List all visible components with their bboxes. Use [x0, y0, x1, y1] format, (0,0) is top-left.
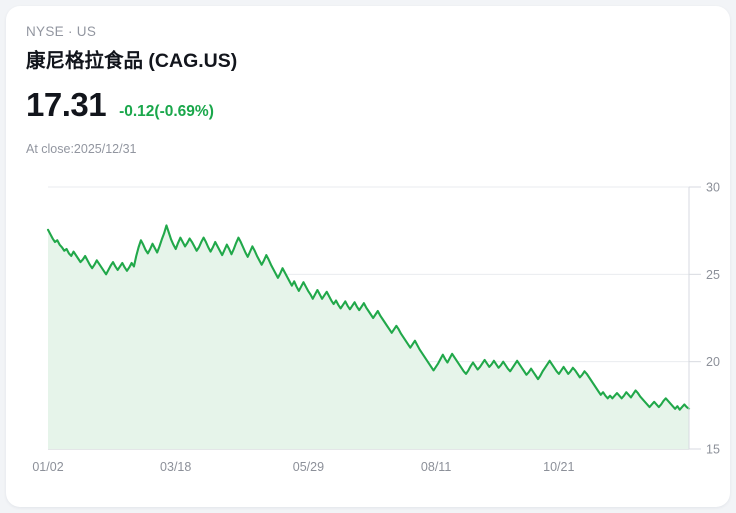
separator-dot: · [67, 24, 73, 39]
y-axis-tick-label: 15 [706, 443, 720, 457]
region-label: US [76, 24, 97, 39]
y-axis-tick-label: 25 [706, 268, 720, 282]
stock-quote-card: NYSE · US 康尼格拉食品 (CAG.US) 17.31 -0.12(-0.6… [6, 6, 730, 507]
page-title: 康尼格拉食品 (CAG.US) [26, 50, 238, 72]
current-price: 17.31 [26, 86, 107, 123]
market-status: At close:2025/12/31 [26, 142, 137, 156]
price-change: -0.12(-0.69%) [119, 103, 214, 120]
y-axis-labels: 15 20 25 30 [706, 181, 720, 457]
x-axis-tick-label: 03/18 [160, 460, 191, 474]
exchange-region: NYSE · US [26, 24, 96, 39]
price-area-fill [48, 225, 689, 449]
exchange-name: NYSE [26, 24, 64, 39]
x-axis-tick-label: 10/21 [543, 460, 574, 474]
price-chart-svg: 15 20 25 30 01/02 03/18 05/29 08/11 10/21 [32, 181, 720, 475]
x-axis-tick-label: 05/29 [293, 460, 324, 474]
x-axis-tick-label: 01/02 [32, 460, 63, 474]
y-axis-tick-label: 20 [706, 355, 720, 369]
y-axis-ticks [689, 186, 701, 450]
y-axis-tick-label: 30 [706, 181, 720, 195]
price-line [46, 224, 691, 411]
price-chart[interactable]: 15 20 25 30 01/02 03/18 05/29 08/11 10/21 [6, 166, 730, 496]
x-axis-labels: 01/02 03/18 05/29 08/11 10/21 [32, 460, 574, 474]
price-row: 17.31 -0.12(-0.69%) [26, 86, 214, 124]
x-axis-tick-label: 08/11 [421, 460, 451, 474]
